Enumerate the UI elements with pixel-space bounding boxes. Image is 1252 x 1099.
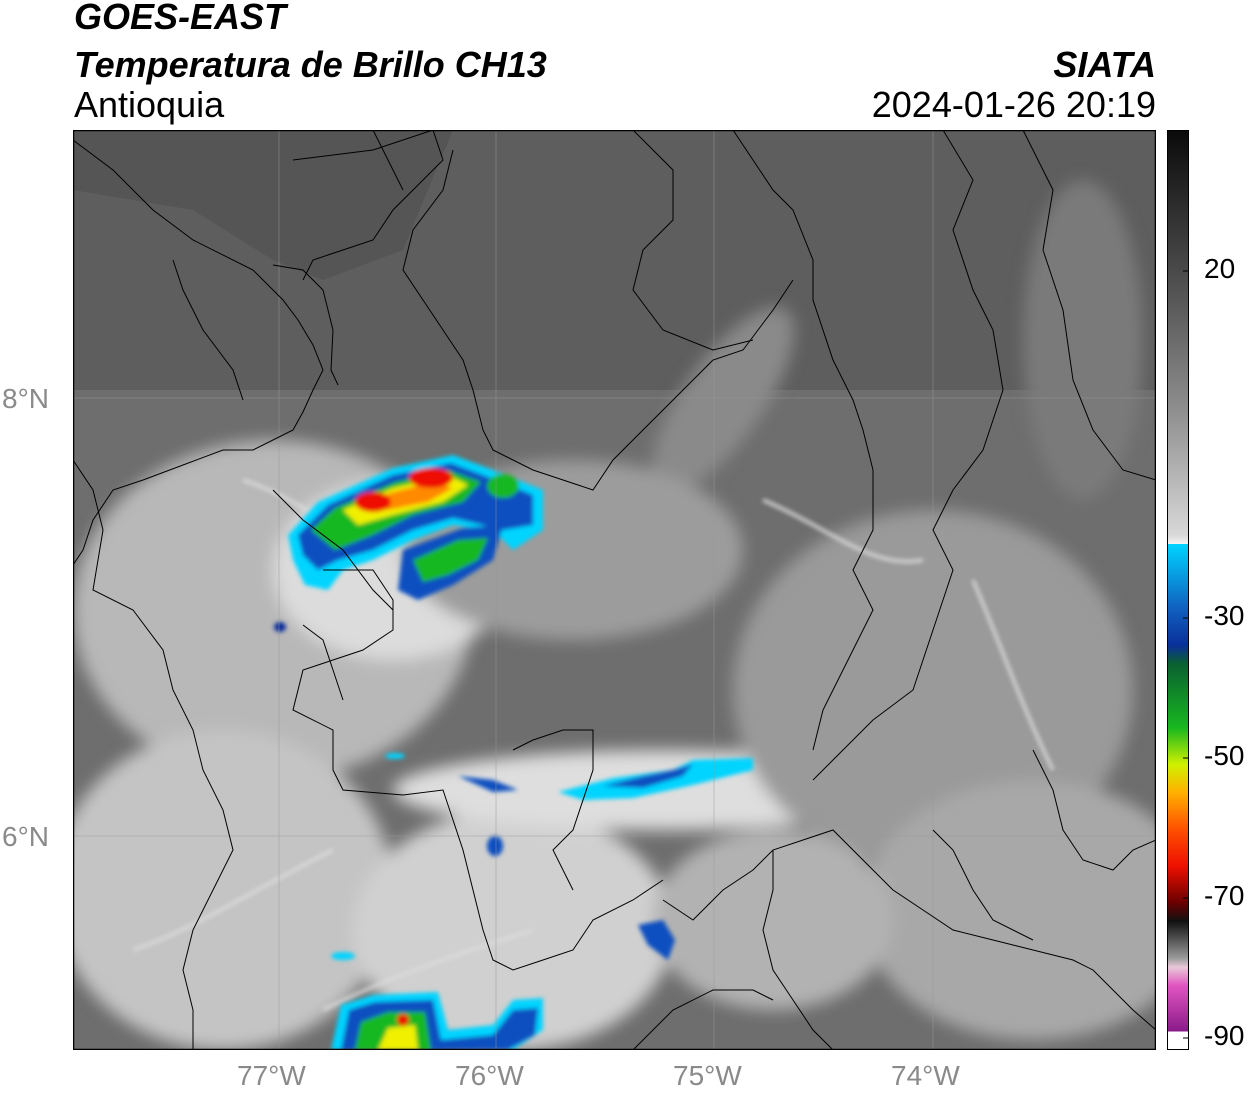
longitude-label: 75°W — [673, 1060, 742, 1091]
latitude-label: 8°N — [2, 383, 49, 414]
longitude-label: 76°W — [455, 1060, 524, 1091]
colorbar-fill — [1167, 130, 1189, 1050]
caribbean-sea — [73, 130, 453, 280]
colorbar-tick-label: 20 — [1204, 253, 1236, 284]
colorbar-tick-label: -50 — [1204, 740, 1245, 771]
longitude-label: 74°W — [891, 1060, 960, 1091]
product-subtitle: Temperatura de Brillo CH13 — [74, 44, 547, 85]
longitude-label: 77°W — [237, 1060, 306, 1091]
political-boundaries — [73, 130, 1156, 1050]
graticule — [73, 130, 1156, 1050]
colorbar-tick-label: -90 — [1204, 1020, 1245, 1051]
cloud-field — [73, 180, 1156, 1050]
organization-label: SIATA — [1053, 44, 1156, 85]
temperature-colorbar — [1167, 130, 1189, 1050]
satellite-map — [73, 130, 1156, 1050]
convective-cell-northwest — [274, 455, 543, 632]
convective-band-center — [385, 753, 753, 856]
latitude-label: 6°N — [2, 821, 49, 852]
product-title: GOES-EAST — [74, 0, 287, 37]
convective-cell-south — [331, 920, 675, 1050]
colorbar-tick-label: -70 — [1204, 880, 1245, 911]
colorbar-tick-label: -30 — [1204, 600, 1245, 631]
timestamp-label: 2024-01-26 20:19 — [871, 84, 1156, 125]
region-label: Antioquia — [74, 84, 225, 125]
